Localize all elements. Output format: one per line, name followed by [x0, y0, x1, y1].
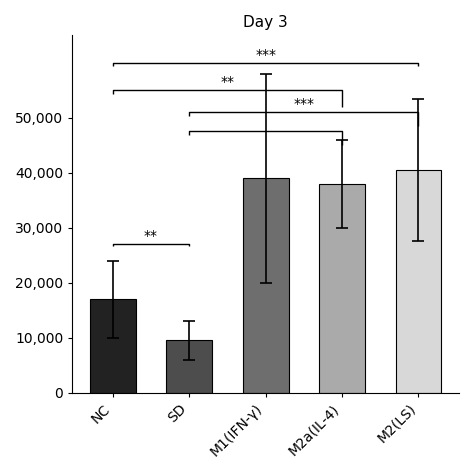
Bar	[396, 170, 441, 392]
Bar	[166, 340, 212, 392]
Bar	[243, 178, 289, 392]
Text: **: **	[220, 75, 235, 89]
Text: ***: ***	[255, 48, 276, 62]
Title: Day 3: Day 3	[243, 15, 288, 30]
Text: **: **	[144, 229, 158, 243]
Bar	[90, 299, 136, 392]
Bar	[319, 184, 365, 392]
Text: ***: ***	[293, 97, 314, 111]
